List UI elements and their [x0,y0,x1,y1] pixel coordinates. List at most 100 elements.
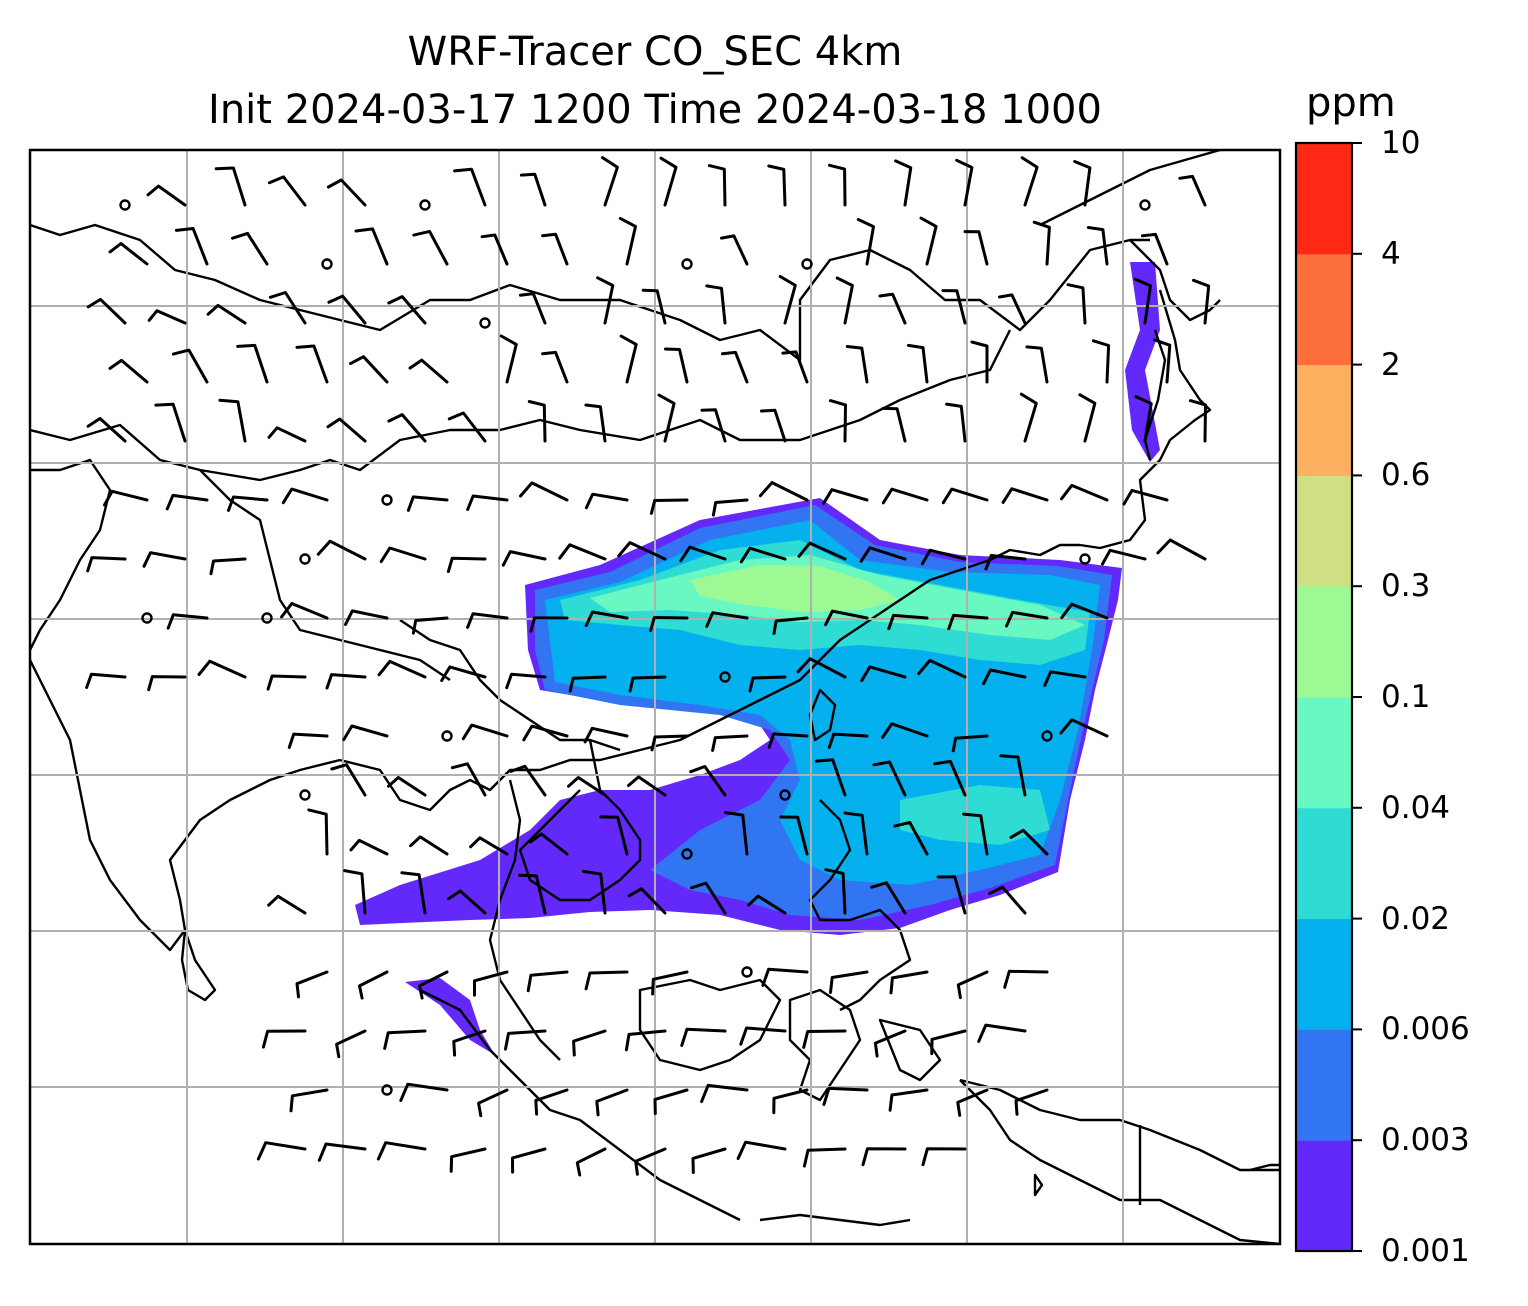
colorbar-band [1296,1140,1352,1252]
wind-barb [747,894,787,915]
wind-barb [700,408,727,443]
wind-barb [802,1029,847,1049]
wind-barb [1153,338,1172,384]
wind-barb [411,616,449,635]
wind-barb [267,426,307,443]
wind-barb [354,227,389,266]
wind-barb [1141,232,1169,266]
wind-barb [1059,718,1109,738]
wind-barb [691,1147,727,1174]
wind-barb [649,616,689,633]
wind-barb [772,1088,809,1115]
calm-wind-marker [381,494,393,506]
wind-barb [705,284,727,325]
wind-barb [412,229,449,266]
wind-barb [387,295,427,325]
wind-barb [236,343,269,384]
wind-barb [1009,828,1049,856]
wind-barb [518,292,547,325]
wind-barb [724,811,749,856]
wind-barb [1133,277,1152,325]
wind-barb [418,970,449,1000]
calm-wind-marker [441,730,453,742]
colorbar-tick-label: 0.001 [1381,1233,1470,1269]
wind-barb [767,164,787,207]
wind-barb [700,1083,749,1104]
wind-barb [108,242,149,266]
wind-barb [281,487,329,505]
wind-barb [721,350,749,384]
wind-barb [956,970,989,1000]
wind-barb [797,541,847,561]
wind-barb [446,556,487,573]
wind-barb [174,227,209,266]
wind-barb [881,722,929,739]
wind-barb [86,556,127,573]
wind-barb [664,347,689,384]
wind-barb [845,345,869,384]
wind-barb [941,289,967,325]
wind-barb [280,602,329,620]
wind-barb [921,1147,967,1167]
wind-barb [261,1029,307,1049]
wind-barb [627,887,667,915]
wind-barb [1032,220,1051,266]
wind-barb [760,408,787,443]
wind-barb [582,869,607,915]
calm-wind-marker [801,258,813,270]
wind-barb [1073,160,1092,207]
wind-barb [1020,156,1039,207]
wind-barb [477,1088,509,1118]
wind-barb [505,672,547,690]
wind-barb [894,159,913,207]
wind-barb [843,811,869,856]
wind-barb [970,340,989,384]
wind-barb [316,539,367,561]
wind-barb [409,835,449,856]
wind-barb [501,550,547,567]
wind-barb [618,216,637,266]
colorbar-tick-label: 0.1 [1381,679,1431,715]
wind-barb [295,344,329,384]
wind-barb [596,276,615,325]
wind-barb [1078,393,1097,443]
wind-barb [595,1088,629,1117]
wind-barb [956,1088,989,1117]
wind-barb [287,732,329,749]
wind-barb [166,613,209,630]
wind-barb [447,889,487,915]
wind-barb [878,292,907,325]
wind-barb [256,1141,307,1161]
colorbar-band [1296,1029,1352,1141]
wind-barb [344,609,389,626]
calm-wind-marker [321,258,333,270]
calm-wind-marker [381,1084,393,1096]
wind-barb [171,348,209,384]
wind-barb [447,411,487,443]
wind-barb [917,658,967,679]
wind-barb [705,611,749,628]
map-frame [28,148,1282,1246]
wind-barb [680,1027,727,1047]
wind-barb [142,551,187,568]
wind-barb [342,724,389,742]
wind-barb [739,546,787,564]
wind-barb [267,894,307,915]
colorbar-band [1296,143,1352,255]
wind-barb [519,172,547,207]
calm-wind-marker [141,612,153,624]
wind-barb [349,838,389,856]
wind-barb [450,762,487,797]
plume-level-0.1 [690,565,900,612]
wind-barb [919,216,938,266]
wind-barb [529,832,569,856]
wind-barb [962,812,989,856]
wind-barb [659,156,678,207]
wind-barb [872,760,907,797]
calm-wind-marker [719,671,731,683]
calm-wind-marker [681,848,693,860]
wind-barb [772,616,809,635]
wind-barb [649,498,689,515]
wind-barb [504,1029,547,1051]
wind-barb [822,1086,869,1106]
